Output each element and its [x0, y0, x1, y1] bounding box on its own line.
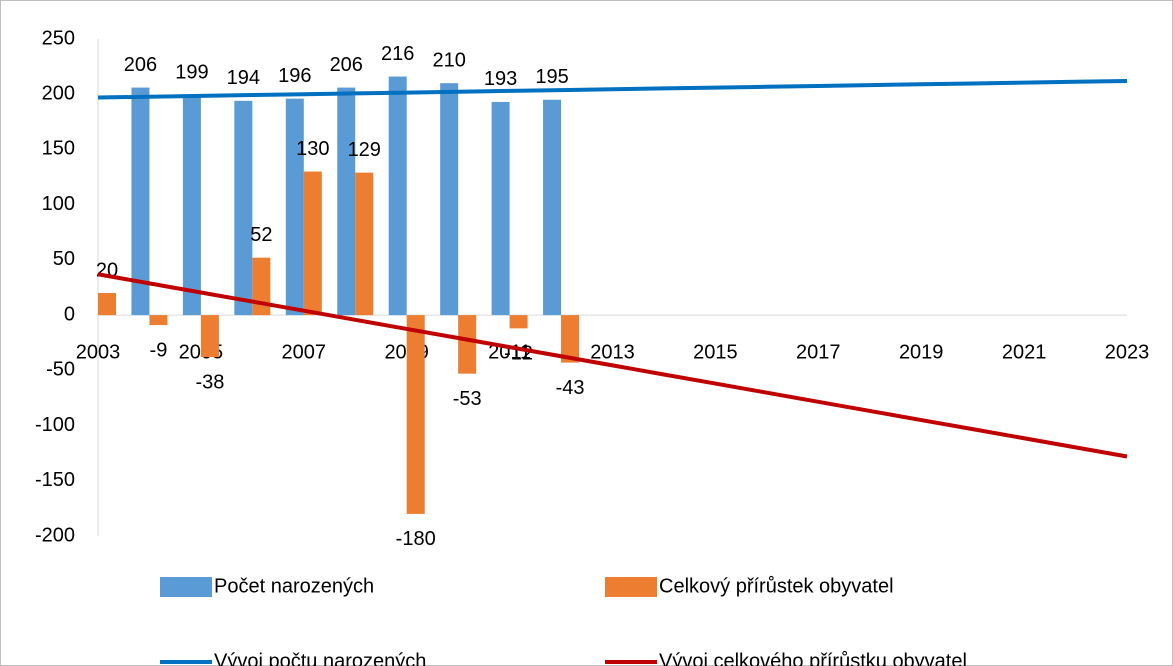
bar	[491, 101, 510, 316]
x-tick-label: 2013	[590, 341, 635, 363]
y-tick-label: 100	[42, 193, 75, 215]
data-label: 210	[432, 49, 465, 71]
data-label: 195	[535, 66, 568, 88]
bar	[149, 315, 168, 326]
data-label: 206	[124, 54, 157, 76]
legend-swatch	[605, 577, 657, 597]
data-label: 130	[296, 138, 329, 160]
y-tick-label: -50	[46, 359, 75, 381]
y-tick-label: 0	[64, 303, 75, 325]
x-tick-label: 2021	[1002, 341, 1047, 363]
data-label: 194	[227, 67, 260, 89]
data-label: 216	[381, 43, 414, 65]
data-label: 193	[484, 68, 517, 90]
data-label: -180	[396, 528, 436, 550]
legend-label: Vývoj počtu narozených	[214, 650, 426, 666]
x-tick-label: 2007	[282, 341, 327, 363]
bar	[543, 99, 562, 316]
data-label: 199	[175, 62, 208, 84]
y-tick-label: -150	[35, 469, 75, 491]
bar	[98, 293, 116, 316]
x-tick-label: 2023	[1105, 341, 1150, 363]
trend-line	[97, 78, 1128, 100]
y-tick-label: 50	[53, 248, 75, 270]
y-tick-label: 200	[42, 83, 75, 105]
data-label: -38	[195, 371, 224, 393]
legend-label: Počet narozených	[214, 575, 374, 597]
bar	[303, 171, 322, 316]
trend-line	[97, 272, 1128, 459]
legend-swatch	[160, 577, 212, 597]
data-label: 129	[348, 139, 381, 161]
bar	[406, 315, 425, 514]
data-label: -53	[453, 388, 482, 410]
y-tick-label: -100	[35, 414, 75, 436]
bar	[440, 83, 459, 316]
data-label: 196	[278, 65, 311, 87]
y-tick-label: -200	[35, 524, 75, 546]
bar	[182, 95, 201, 316]
bar	[458, 315, 477, 374]
data-label: 52	[250, 224, 272, 246]
x-tick-label: 2015	[693, 341, 738, 363]
x-tick-label: 2019	[899, 341, 944, 363]
bar	[252, 257, 271, 316]
bar	[131, 87, 150, 316]
bar	[285, 98, 304, 316]
legend-label: Vývoj celkového přírůstku obyvatel	[659, 650, 967, 666]
data-label: -43	[556, 377, 585, 399]
data-label: 206	[330, 54, 363, 76]
y-tick-label: 150	[42, 138, 75, 160]
bar	[200, 315, 219, 358]
y-tick-label: 250	[42, 27, 75, 49]
bar	[509, 315, 528, 329]
bar	[234, 100, 253, 316]
bar	[355, 172, 374, 316]
bar	[561, 315, 580, 363]
legend-label: Celkový přírůstek obyvatel	[659, 575, 894, 597]
x-tick-label: 2003	[76, 341, 121, 363]
bar	[337, 87, 356, 316]
bar	[388, 76, 407, 316]
x-tick-label: 2017	[796, 341, 841, 363]
data-label: -9	[150, 339, 168, 361]
